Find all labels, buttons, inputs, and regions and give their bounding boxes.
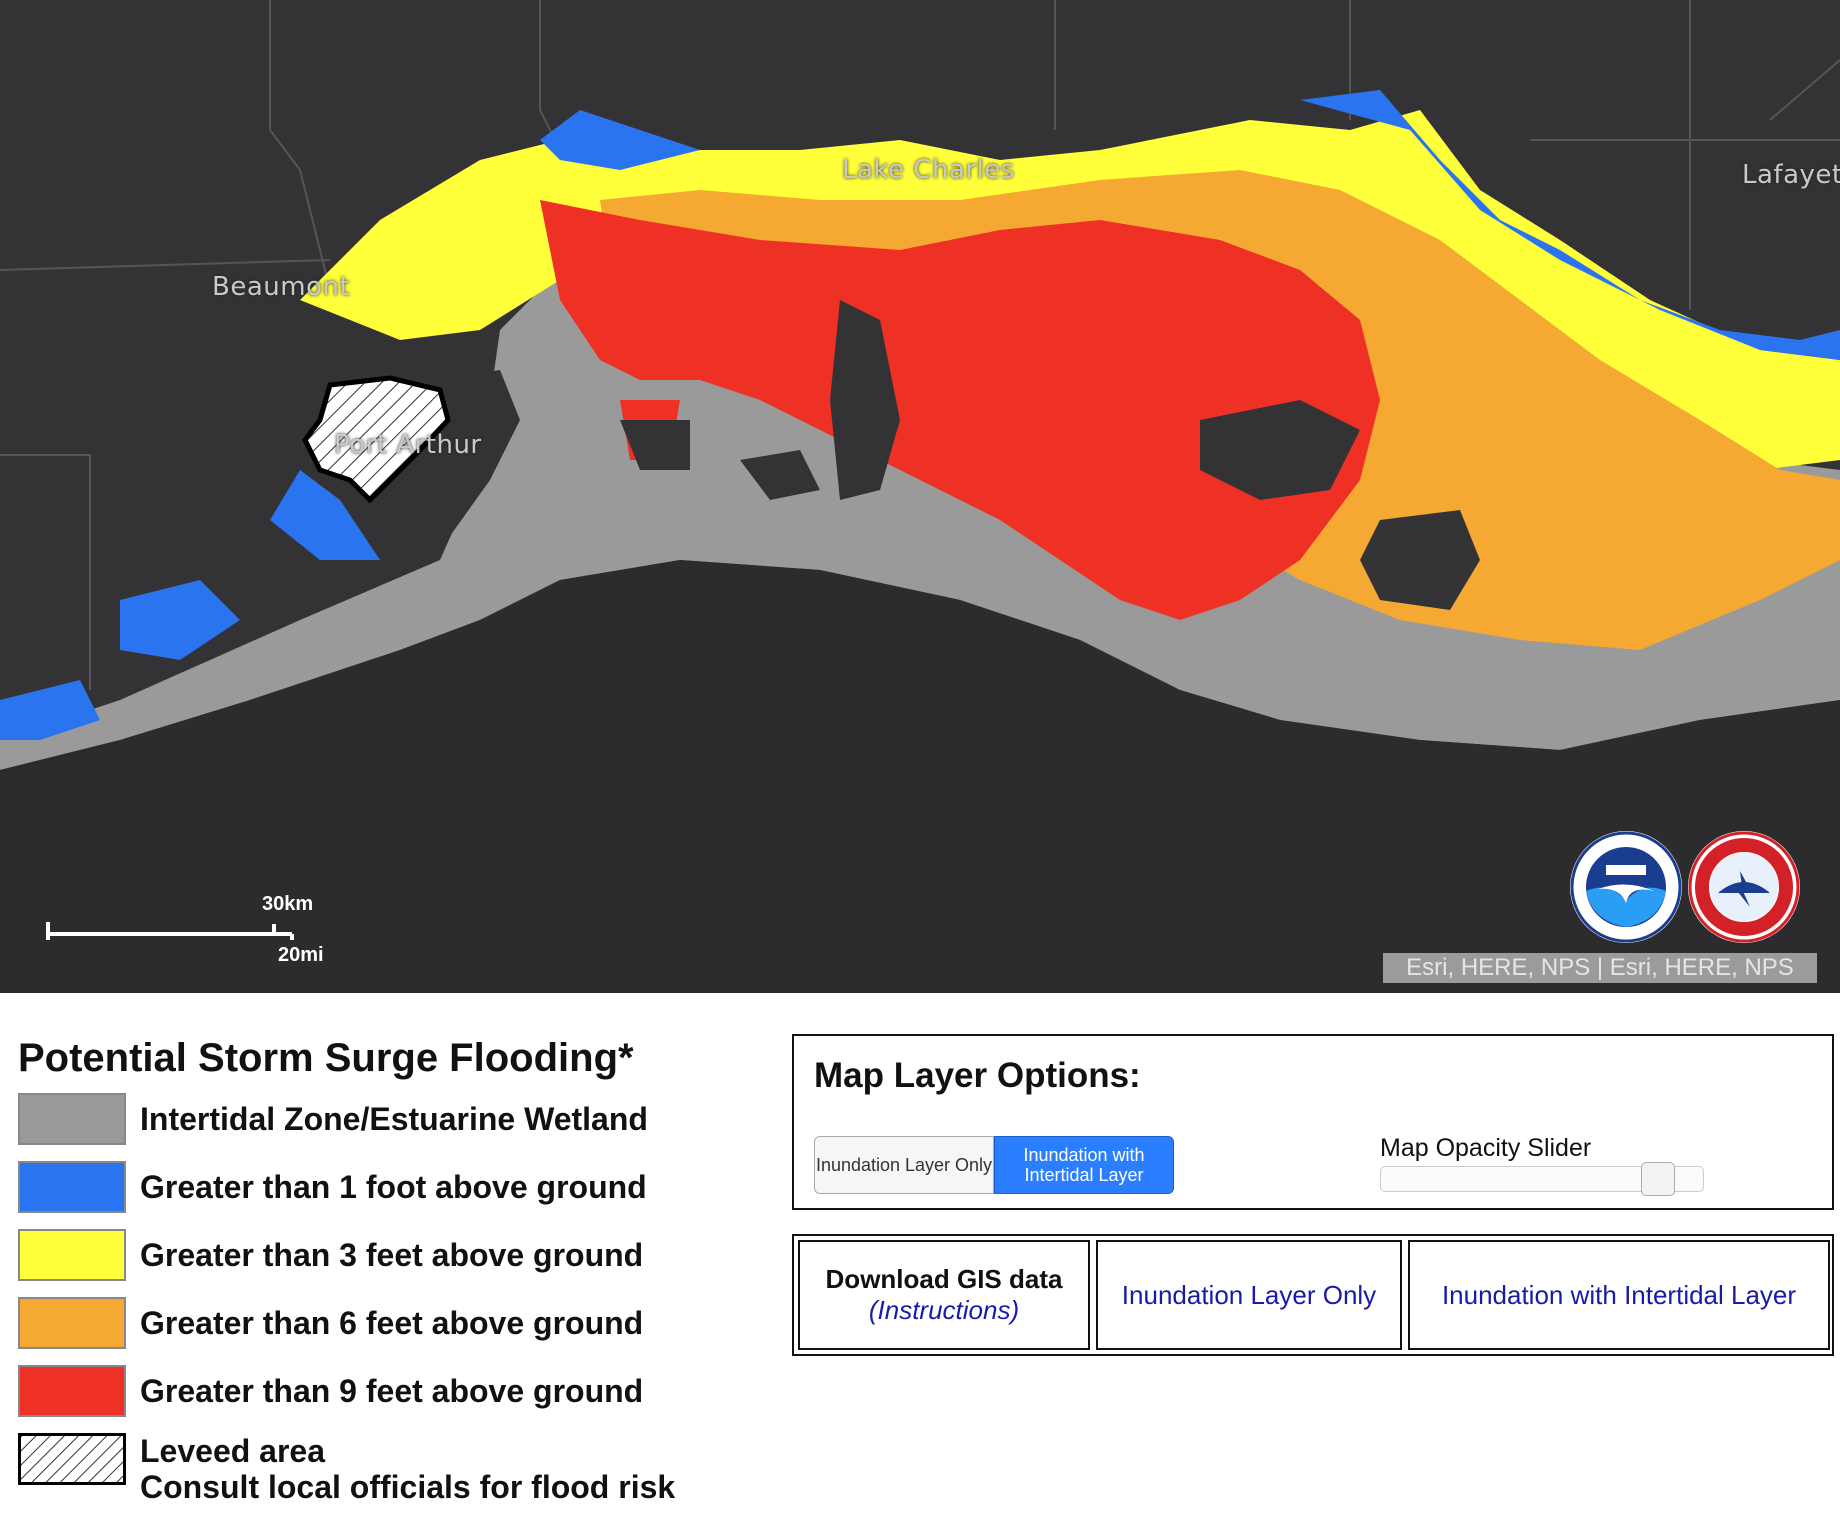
legend-swatch <box>18 1297 126 1349</box>
map-layer-options: Map Layer Options: Inundation Layer Only… <box>792 1034 1834 1210</box>
legend-swatch <box>18 1093 126 1145</box>
scale-bar <box>46 922 294 940</box>
download-table: Download GIS data (Instructions) Inundat… <box>792 1234 1834 1356</box>
toggle-inundation-intertidal[interactable]: Inundation with Intertidal Layer <box>994 1136 1174 1194</box>
legend-label: Greater than 3 feet above ground <box>140 1237 644 1273</box>
legend-swatch <box>18 1365 126 1417</box>
boundary-lines <box>0 0 1840 690</box>
legend-item: Intertidal Zone/Estuarine Wetland <box>18 1093 698 1161</box>
map-attribution[interactable]: Esri, HERE, NPS | Esri, HERE, NPS <box>1383 953 1817 983</box>
gulf-of-mexico <box>0 560 1840 993</box>
storm-surge-map[interactable]: Beaumont Lake Charles Port Arthur Lafaye… <box>0 0 1840 993</box>
legend-item: Greater than 6 feet above ground <box>18 1297 698 1365</box>
leveed-area-polygon <box>302 375 451 504</box>
map-canvas[interactable] <box>0 0 1840 993</box>
noaa-logo[interactable] <box>1570 831 1682 943</box>
download-title: Download GIS data <box>825 1264 1063 1294</box>
legend-swatch <box>18 1229 126 1281</box>
levee-line-2: Consult local officials for flood risk <box>140 1469 676 1505</box>
nws-logo[interactable] <box>1688 831 1800 943</box>
download-cell-inundation: Inundation Layer Only <box>1096 1240 1402 1350</box>
instructions-link[interactable]: (Instructions) <box>868 1295 1020 1325</box>
legend-label: Greater than 6 feet above ground <box>140 1305 644 1341</box>
download-cell-intertidal: Inundation with Intertidal Layer <box>1408 1240 1830 1350</box>
download-cell: Download GIS data (Instructions) <box>798 1240 1090 1350</box>
legend-label: Greater than 1 foot above ground <box>140 1169 647 1205</box>
scale-mi-label: 20mi <box>278 944 324 966</box>
opacity-slider-thumb[interactable] <box>1641 1162 1675 1196</box>
city-label-port-arthur: Port Arthur <box>334 430 482 460</box>
legend-title: Potential Storm Surge Flooding* <box>18 1036 634 1080</box>
legend-label: Leveed area Consult local officials for … <box>140 1433 675 1505</box>
legend-item-leveed-area: Leveed area Consult local officials for … <box>18 1433 698 1533</box>
city-label-beaumont: Beaumont <box>212 272 351 302</box>
toggle-inundation-only[interactable]: Inundation Layer Only <box>814 1136 994 1194</box>
scale-km-label: 30km <box>262 893 314 915</box>
levee-line-1: Leveed area <box>140 1433 326 1469</box>
leveed-swatch <box>18 1433 126 1485</box>
layer-toggle: Inundation Layer Only Inundation with In… <box>814 1136 1174 1194</box>
city-label-lake-charles: Lake Charles <box>842 155 1015 185</box>
legend-item: Greater than 1 foot above ground <box>18 1161 698 1229</box>
city-label-lafayette: Lafayett <box>1742 160 1840 190</box>
legend-item: Greater than 3 feet above ground <box>18 1229 698 1297</box>
opacity-slider-label: Map Opacity Slider <box>1380 1134 1592 1162</box>
legend-swatch <box>18 1161 126 1213</box>
download-inundation-intertidal-link[interactable]: Inundation with Intertidal Layer <box>1441 1279 1797 1310</box>
legend-label: Intertidal Zone/Estuarine Wetland <box>140 1101 648 1137</box>
download-inundation-only-link[interactable]: Inundation Layer Only <box>1121 1279 1377 1310</box>
surge-9ft <box>540 200 1380 620</box>
legend-item: Greater than 9 feet above ground <box>18 1365 698 1433</box>
legend-label: Greater than 9 feet above ground <box>140 1373 644 1409</box>
options-title: Map Layer Options: <box>814 1056 1141 1095</box>
flood-legend: Potential Storm Surge Flooding* Intertid… <box>18 1036 698 1533</box>
